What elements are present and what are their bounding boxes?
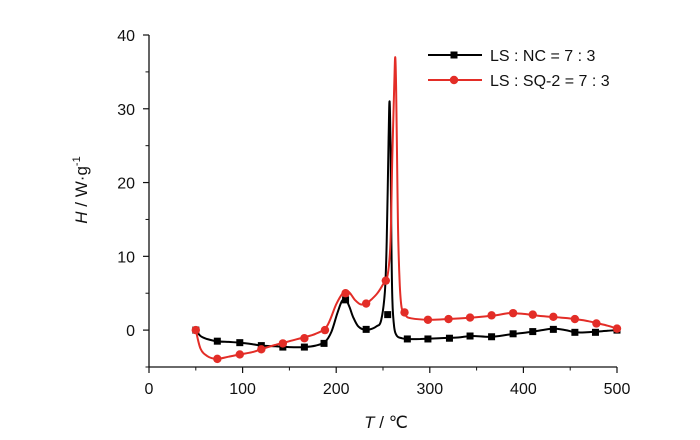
data-point (509, 330, 517, 338)
data-point (213, 337, 221, 345)
data-point (384, 311, 392, 319)
data-point (571, 328, 579, 336)
x-tick-label: 400 (510, 381, 537, 398)
legend: LS : NC = 7 : 3 LS : SQ-2 = 7 : 3 (428, 48, 610, 90)
data-point (278, 339, 288, 348)
x-tick-label: 0 (145, 381, 154, 398)
y-axis-title: H / W·g-1 (71, 156, 91, 223)
data-point (424, 335, 432, 343)
data-point (362, 325, 370, 333)
y-axis-unit: / W·g (72, 166, 91, 211)
y-tick-label: 30 (117, 102, 135, 119)
data-point (320, 325, 330, 335)
data-point (528, 310, 537, 319)
data-point (549, 312, 558, 322)
data-point (257, 345, 266, 354)
data-point (445, 334, 453, 342)
legend-item-1: LS : SQ-2 = 7 : 3 (428, 73, 610, 90)
data-point (423, 315, 433, 324)
series-1 (191, 56, 622, 364)
series-line-0 (194, 100, 618, 349)
data-point (381, 276, 391, 285)
x-tick-label: 300 (416, 381, 443, 398)
data-point (570, 314, 580, 324)
data-point (612, 324, 622, 333)
data-point (300, 334, 309, 343)
data-point (320, 339, 328, 347)
data-point (508, 308, 518, 318)
data-point (592, 319, 601, 328)
y-tick-label: 40 (117, 28, 135, 45)
data-point (342, 296, 350, 304)
x-axis-title: T / ℃ (364, 413, 408, 432)
data-point (465, 313, 475, 322)
y-tick-label: 10 (117, 249, 135, 266)
y-axis-unit-exponent: -1 (71, 156, 83, 166)
data-point (235, 350, 244, 359)
y-tick-label: 20 (117, 176, 135, 193)
legend-label-0: LS : NC = 7 : 3 (490, 48, 595, 65)
y-axis-var: H (72, 211, 91, 224)
data-point (487, 311, 496, 320)
y-axis: 0 10 20 30 40 (117, 28, 150, 368)
data-point (403, 335, 411, 343)
data-point (191, 325, 200, 335)
x-axis-unit: / ℃ (375, 413, 408, 432)
data-point (361, 299, 371, 308)
data-point (591, 328, 599, 336)
series-layer (191, 56, 622, 364)
x-tick-label: 200 (323, 381, 350, 398)
legend-label-1: LS : SQ-2 = 7 : 3 (490, 73, 610, 90)
data-point (444, 314, 453, 324)
x-axis: 0 100 200 300 400 500 (145, 366, 631, 398)
data-point (236, 339, 244, 347)
x-tick-label: 100 (229, 381, 256, 398)
data-point (488, 333, 496, 341)
data-point (466, 332, 474, 340)
data-point (400, 308, 409, 317)
data-point (341, 289, 350, 298)
x-axis-var: T (364, 413, 376, 432)
y-ticks: 0 10 20 30 40 (117, 28, 149, 368)
legend-square-marker-icon (450, 51, 458, 59)
legend-circle-marker-icon (449, 75, 459, 85)
legend-item-0: LS : NC = 7 : 3 (428, 48, 595, 65)
data-point (529, 328, 537, 336)
x-ticks: 0 100 200 300 400 500 (145, 367, 631, 398)
data-point (300, 343, 308, 351)
data-point (549, 325, 557, 333)
data-point (213, 354, 222, 364)
y-tick-label: 0 (126, 323, 135, 340)
x-tick-label: 500 (604, 381, 631, 398)
